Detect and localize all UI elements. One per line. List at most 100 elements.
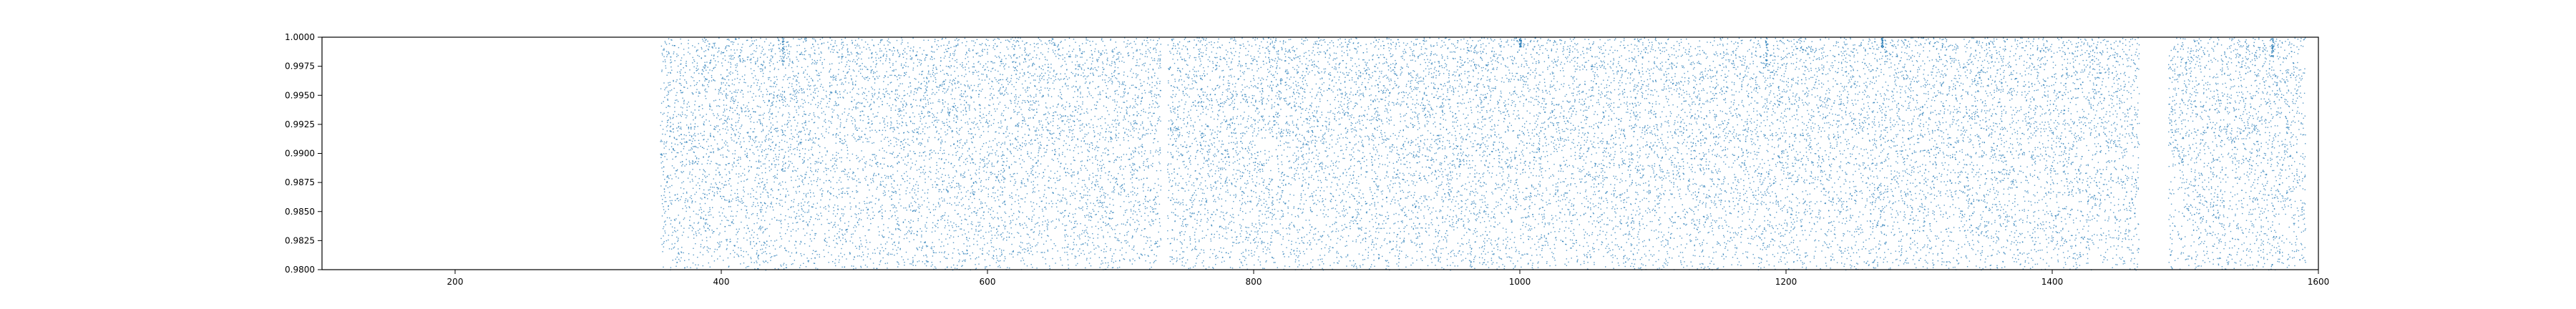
data-point [678,126,679,127]
data-point [844,222,845,223]
data-point [675,218,676,219]
data-point [680,69,681,70]
data-point [757,202,758,203]
data-point [670,59,671,60]
data-point [850,240,851,241]
data-point [1126,109,1127,110]
data-point [727,146,728,147]
data-point [763,54,764,55]
data-point [927,111,928,112]
data-point [898,264,899,265]
data-point [762,51,763,52]
data-point [1109,225,1110,226]
data-point [679,223,680,224]
data-point [1003,177,1004,178]
data-point [1032,229,1033,230]
data-point [704,89,705,90]
data-point [1157,78,1158,79]
data-point [835,104,836,105]
data-point [741,110,742,111]
data-point [802,148,803,149]
data-point [892,63,893,64]
data-point [773,245,774,246]
data-point [797,122,798,123]
data-point [1034,209,1035,210]
data-point [825,206,826,207]
data-point [1091,50,1092,51]
data-point [771,219,772,220]
data-point [995,180,996,181]
data-point [953,180,954,181]
plot-background [322,37,2318,270]
data-point [945,239,946,240]
data-point [1048,95,1049,96]
data-point [949,115,950,116]
data-point [1053,80,1054,81]
data-point [798,114,799,115]
data-point [856,190,857,191]
data-point [1143,161,1144,162]
data-point [756,85,757,86]
data-point [1016,82,1017,83]
data-point [1067,172,1068,173]
data-point [757,215,758,216]
data-point [947,112,948,113]
data-point [1099,134,1100,135]
data-point [913,63,914,64]
data-point [1090,82,1091,83]
data-point [891,122,892,123]
data-point [880,184,881,185]
data-point [855,205,856,206]
data-point [1143,65,1144,66]
data-point [1158,38,1159,39]
data-point [1123,258,1124,259]
data-point [911,107,912,108]
data-point [895,89,896,90]
data-point [938,89,939,90]
data-point [1103,106,1104,107]
data-point [1045,102,1046,103]
data-point [816,74,817,75]
data-point [1076,190,1077,191]
data-point [1135,94,1136,95]
data-point [1047,88,1048,89]
data-point [1102,215,1103,216]
data-point [713,56,714,57]
data-point [978,264,979,265]
data-point [832,76,833,77]
data-point [674,219,675,220]
data-point [719,90,720,91]
data-point [1004,260,1005,261]
data-point [953,118,954,119]
data-point [988,83,989,84]
data-point [945,175,946,176]
data-point [730,239,731,240]
data-point [855,124,856,125]
data-point [765,141,766,142]
data-point [832,158,833,159]
data-point [1023,227,1024,228]
data-point [1103,164,1104,165]
data-point [999,206,1000,207]
data-point [868,253,869,254]
data-point [912,261,913,262]
data-point [786,58,787,59]
data-point [844,89,845,90]
data-point [1095,147,1096,148]
data-point [1027,90,1028,91]
data-point [693,134,694,135]
data-point [695,176,696,177]
data-point [1001,236,1002,237]
data-point [916,247,917,248]
data-point [736,107,737,108]
data-point [1059,155,1060,156]
data-point [1138,224,1139,225]
data-point [1084,230,1085,231]
data-point [666,107,667,108]
data-point [740,79,741,80]
data-point [969,108,970,109]
data-point [906,102,907,103]
data-point [662,53,663,54]
data-point [1004,65,1005,66]
data-point [1064,140,1065,141]
